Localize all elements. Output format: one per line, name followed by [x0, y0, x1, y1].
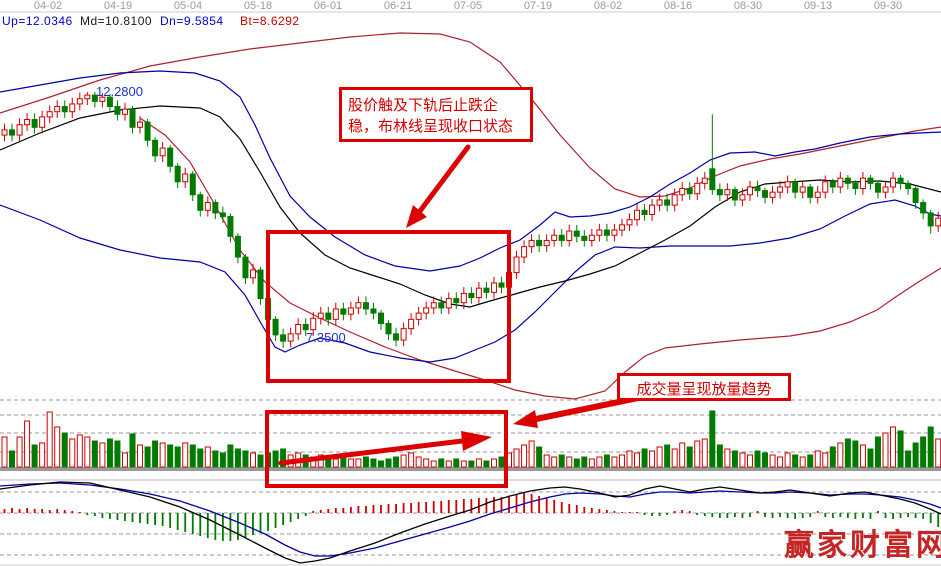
volume-note-arrow-head: [513, 410, 538, 428]
date-tick: 08-16: [663, 0, 693, 12]
low-price-label: 7.3500: [306, 330, 346, 345]
volume-annotation-box: 成交量呈现放量趋势: [617, 373, 791, 401]
volume-trend-arrow: [278, 438, 465, 466]
date-tick: 08-02: [593, 0, 623, 12]
date-tick: 09-30: [873, 0, 903, 12]
indicator-label-dn: Dn=9.5854: [160, 14, 224, 28]
high-price-label: 12.2800: [96, 84, 143, 99]
date-tick: 09-13: [803, 0, 833, 12]
date-tick: 04-02: [33, 0, 63, 12]
date-tick: 05-18: [243, 0, 273, 12]
volume-pane-box: [265, 410, 508, 488]
volume-annotation-text: 成交量呈现放量趋势: [636, 381, 772, 398]
date-tick: 06-21: [383, 0, 413, 12]
bollinger-annotation-text: 股价触及下轨后止跌企稳，布林线呈现收口状态: [348, 97, 514, 135]
indicator-label-up: Up=12.0346: [2, 14, 73, 28]
date-tick: 06-01: [313, 0, 343, 12]
price-pane-box: [266, 230, 511, 383]
bollinger-note-arrow: [417, 144, 471, 214]
indicator-label-bt: Bt=8.6292: [240, 14, 300, 28]
date-tick: 04-19: [103, 0, 133, 12]
date-tick: 07-05: [453, 0, 483, 12]
date-tick: 08-30: [733, 0, 763, 12]
volume-trend-arrow-head: [461, 431, 492, 451]
indicator-label-md: Md=10.8100: [80, 14, 153, 28]
watermark: 赢家财富网: [784, 529, 941, 562]
bollinger-note-arrow-head: [406, 205, 427, 228]
bollinger-annotation-box: 股价触及下轨后止跌企稳，布林线呈现收口状态: [339, 87, 533, 142]
date-tick: 05-04: [173, 0, 203, 12]
date-tick: 07-19: [523, 0, 553, 12]
